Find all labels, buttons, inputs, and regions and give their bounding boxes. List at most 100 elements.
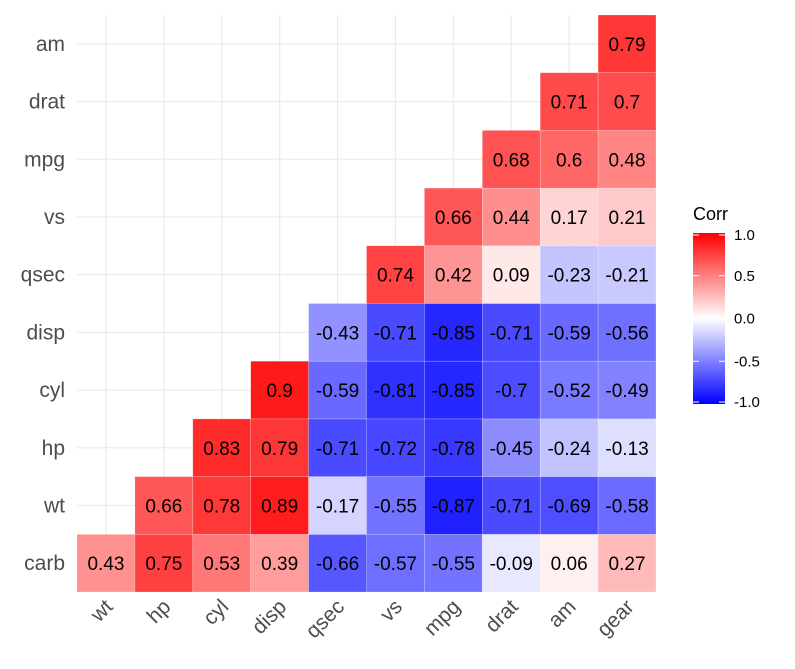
heatmap-cell [308, 476, 367, 535]
heatmap-cell [366, 533, 425, 593]
x-tick-label: disp [248, 595, 292, 639]
legend-tick-label: 0.0 [734, 311, 755, 328]
x-tick-label: wt [86, 595, 118, 627]
cell-value-label: 0.68 [493, 150, 530, 171]
heatmap-cell [134, 476, 194, 535]
cell-value-label: -0.49 [605, 381, 648, 402]
cell-value-label: -0.52 [547, 381, 590, 402]
heatmap-cell [481, 360, 541, 420]
cell-value-label: 0.66 [145, 496, 182, 517]
heatmap-cell [366, 245, 425, 304]
heatmap-cell [481, 418, 541, 477]
heatmap-cell [308, 418, 367, 477]
heatmap-cell [250, 418, 309, 477]
heatmap-cell [424, 245, 483, 304]
heatmap-cell [597, 418, 657, 477]
cell-value-label: 0.6 [556, 150, 582, 171]
cell-value-label: 0.83 [203, 439, 240, 460]
cell-value-label: -0.71 [316, 439, 359, 460]
legend-tick-label: -0.5 [734, 353, 760, 370]
cell-value-label: -0.55 [432, 554, 475, 575]
y-tick-label: vs [44, 206, 65, 229]
heatmap-cell [597, 187, 657, 247]
cell-value-label: -0.56 [605, 323, 648, 344]
x-tick-label: hp [143, 595, 176, 628]
heatmap-cell [424, 360, 483, 420]
heatmap-cell [366, 476, 425, 535]
x-tick-label: drat [481, 595, 523, 637]
heatmap-cell [424, 476, 483, 535]
cell-value-label: 0.7 [614, 93, 640, 114]
cell-value-label: -0.85 [432, 381, 475, 402]
cell-value-label: 0.06 [551, 554, 588, 575]
cell-value-label: 0.43 [87, 554, 124, 575]
heatmap-cell [192, 476, 252, 535]
x-tick-label: vs [376, 595, 407, 626]
heatmap-cell [539, 418, 599, 477]
cell-value-label: 0.39 [261, 554, 298, 575]
legend-tick-label: 0.5 [734, 268, 755, 285]
cell-value-label: -0.85 [432, 323, 475, 344]
heatmap-cell [424, 303, 483, 362]
x-tick-label: am [544, 595, 581, 632]
heatmap-cell [597, 130, 657, 189]
cell-value-label: -0.69 [547, 496, 590, 517]
cell-value-label: -0.71 [490, 323, 533, 344]
heatmap-cell [134, 533, 194, 593]
legend-title: Corr [693, 204, 728, 224]
cell-value-label: 0.44 [493, 208, 530, 229]
cell-value-label: 0.79 [261, 439, 298, 460]
cell-value-label: 0.42 [435, 266, 472, 287]
heatmap-cell [597, 14, 657, 74]
y-tick-label: disp [26, 321, 65, 344]
cell-value-label: -0.71 [490, 496, 533, 517]
y-tick-label: carb [24, 552, 65, 575]
heatmap-cell [192, 533, 252, 593]
y-tick-label: cyl [39, 379, 65, 402]
cell-value-label: 0.75 [145, 554, 182, 575]
x-axis-ticks: wt hp cyl disp qsec vs mpg drat am gear [86, 595, 639, 643]
color-legend: Corr 1.0 0.5 0.0 -0.5 -1.0 [693, 204, 760, 411]
heatmap-cell [597, 533, 657, 593]
heatmap-cell [481, 476, 541, 535]
heatmap-cell [539, 360, 599, 420]
cell-value-label: -0.17 [316, 496, 359, 517]
heatmap-cell [597, 360, 657, 420]
heatmap-cell [539, 72, 599, 131]
y-tick-label: mpg [24, 148, 65, 171]
x-tick-label: mpg [420, 595, 465, 640]
y-tick-label: qsec [21, 264, 65, 287]
heatmap-cell [192, 418, 252, 477]
heatmap-cell [539, 476, 599, 535]
cell-value-label: -0.59 [316, 381, 359, 402]
heatmap-cell [539, 245, 599, 304]
cell-value-label: -0.66 [316, 554, 359, 575]
cell-value-label: -0.55 [374, 496, 417, 517]
cell-value-label: 0.71 [551, 93, 588, 114]
cell-value-label: -0.09 [490, 554, 533, 575]
cell-value-label: 0.53 [203, 554, 240, 575]
cell-value-label: -0.71 [374, 323, 417, 344]
cell-value-label: -0.78 [432, 439, 475, 460]
cell-value-label: -0.59 [547, 323, 590, 344]
heatmap-cells [76, 14, 657, 593]
cell-value-label: -0.13 [605, 439, 648, 460]
x-tick-label: qsec [301, 595, 349, 643]
heatmap-cell [366, 360, 425, 420]
cell-value-label: -0.57 [374, 554, 417, 575]
x-tick-label: cyl [199, 595, 233, 629]
y-tick-label: drat [29, 91, 65, 114]
cell-value-label: 0.74 [377, 266, 414, 287]
cell-value-label: -0.43 [316, 323, 359, 344]
heatmap-cell [597, 303, 657, 362]
heatmap-cell [597, 72, 657, 131]
heatmap-cell [308, 360, 367, 420]
heatmap-cell [481, 187, 541, 247]
cell-value-label: 0.21 [609, 208, 646, 229]
cell-value-label: 0.66 [435, 208, 472, 229]
y-tick-label: am [36, 33, 65, 56]
heatmap-cell [481, 303, 541, 362]
heatmap-cell [481, 245, 541, 304]
legend-ticks: 1.0 0.5 0.0 -0.5 -1.0 [693, 227, 760, 411]
